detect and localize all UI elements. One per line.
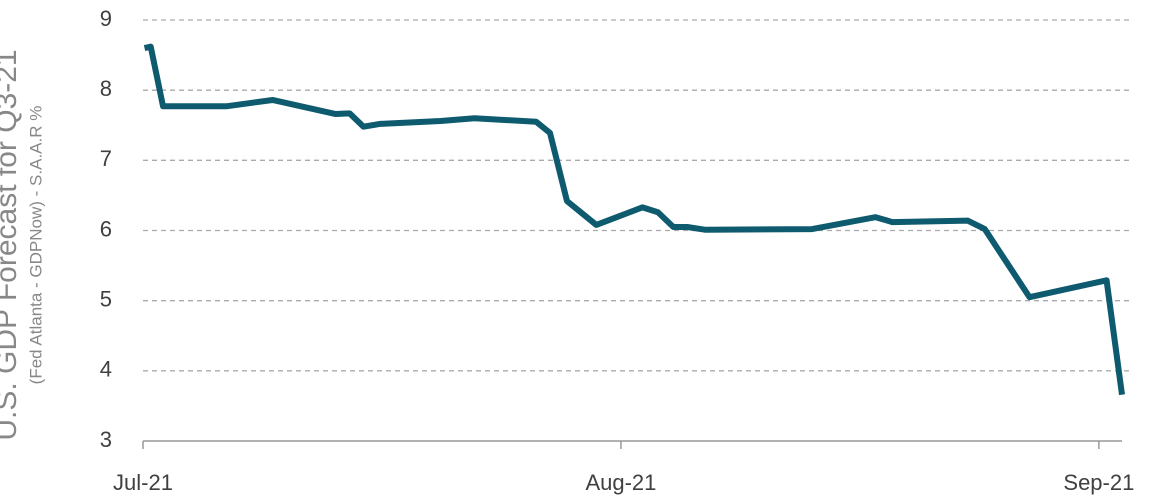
x-tick-label: Aug-21 [585, 470, 656, 495]
y-axis-title: U.S. GDP Forecast for Q3-21 [0, 49, 23, 440]
y-tick-label: 5 [100, 286, 112, 311]
y-tick-label: 3 [100, 427, 112, 452]
line-series [143, 43, 1125, 396]
x-tick-label: Jul-21 [113, 470, 173, 495]
y-axis-subtitle: (Fed Atlanta - GDPNow) - S.A.A.R % [26, 106, 45, 385]
y-tick-label: 6 [100, 216, 112, 241]
x-tick-label: Sep-21 [1063, 470, 1134, 495]
y-tick-label: 7 [100, 146, 112, 171]
y-tick-label: 4 [100, 357, 112, 382]
y-tick-label: 8 [100, 76, 112, 101]
y-tick-label: 9 [100, 6, 112, 31]
